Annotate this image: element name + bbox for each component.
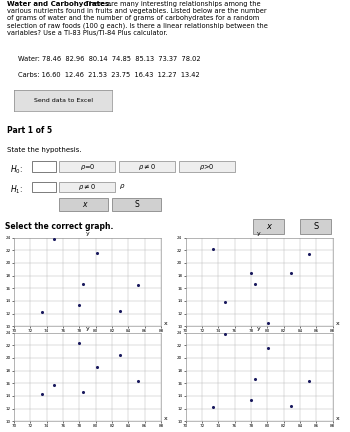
Point xyxy=(210,403,216,410)
Text: Water: 78.46  82.96  80.14  74.85  85.13  73.37  78.02: Water: 78.46 82.96 80.14 74.85 85.13 73.… xyxy=(18,56,200,62)
Point xyxy=(80,389,86,396)
FancyBboxPatch shape xyxy=(178,162,234,172)
Point xyxy=(135,377,140,384)
Point xyxy=(51,236,56,243)
Text: $H_1$:: $H_1$: xyxy=(10,184,23,196)
Text: x: x xyxy=(82,200,86,209)
Text: O A: O A xyxy=(81,346,94,352)
Point xyxy=(94,364,100,371)
Text: Part 1 of 5: Part 1 of 5 xyxy=(7,126,52,135)
Text: $\rho$: $\rho$ xyxy=(119,182,125,191)
Point xyxy=(51,381,56,388)
Text: y: y xyxy=(86,231,89,236)
Text: There are many interesting relationships among the
various nutrients found in fr: There are many interesting relationships… xyxy=(7,1,268,36)
Point xyxy=(39,308,44,315)
Point xyxy=(117,307,122,314)
Text: $\rho$$\neq$0: $\rho$$\neq$0 xyxy=(138,162,156,172)
FancyBboxPatch shape xyxy=(300,219,331,234)
Point xyxy=(266,319,271,326)
FancyBboxPatch shape xyxy=(32,162,56,172)
Text: y: y xyxy=(257,231,261,236)
Point xyxy=(248,396,254,403)
Point xyxy=(135,282,140,289)
Point xyxy=(94,250,100,257)
Text: O B: O B xyxy=(253,346,265,352)
Text: x: x xyxy=(266,222,271,231)
Text: y: y xyxy=(257,326,261,331)
Point xyxy=(77,339,82,346)
Point xyxy=(39,391,44,397)
Text: $\rho$$\neq$0: $\rho$$\neq$0 xyxy=(78,182,97,192)
Text: x: x xyxy=(164,416,168,421)
Point xyxy=(266,345,271,352)
FancyBboxPatch shape xyxy=(253,219,284,234)
Text: State the hypothesis.: State the hypothesis. xyxy=(7,147,82,153)
FancyBboxPatch shape xyxy=(119,162,175,172)
Point xyxy=(252,376,257,383)
Text: S: S xyxy=(313,222,319,231)
Text: $\rho$=0: $\rho$=0 xyxy=(80,162,95,172)
Point xyxy=(288,402,294,409)
Point xyxy=(210,245,216,252)
Point xyxy=(117,352,122,359)
Text: Water and Carbohydrates.: Water and Carbohydrates. xyxy=(7,1,112,7)
Point xyxy=(80,281,86,288)
Text: x: x xyxy=(335,416,339,421)
Text: S: S xyxy=(134,200,139,209)
Point xyxy=(248,270,254,276)
Text: x: x xyxy=(164,321,168,326)
Text: y: y xyxy=(86,326,89,331)
FancyBboxPatch shape xyxy=(32,181,56,192)
Text: x: x xyxy=(335,321,339,326)
FancyBboxPatch shape xyxy=(112,197,161,211)
FancyBboxPatch shape xyxy=(60,162,116,172)
Text: $H_0$:: $H_0$: xyxy=(10,163,23,176)
Point xyxy=(222,299,228,306)
Point xyxy=(77,301,82,308)
Point xyxy=(252,281,257,288)
Point xyxy=(306,251,312,257)
Text: Carbs: 16.60  12.46  21.53  23.75  16.43  12.27  13.42: Carbs: 16.60 12.46 21.53 23.75 16.43 12.… xyxy=(18,72,199,78)
Point xyxy=(306,377,312,384)
FancyBboxPatch shape xyxy=(60,197,108,211)
Point xyxy=(288,269,294,276)
Point xyxy=(222,331,228,338)
Text: $\rho$>0: $\rho$>0 xyxy=(199,162,214,172)
FancyBboxPatch shape xyxy=(60,181,116,192)
Text: Select the correct graph.: Select the correct graph. xyxy=(5,222,113,231)
